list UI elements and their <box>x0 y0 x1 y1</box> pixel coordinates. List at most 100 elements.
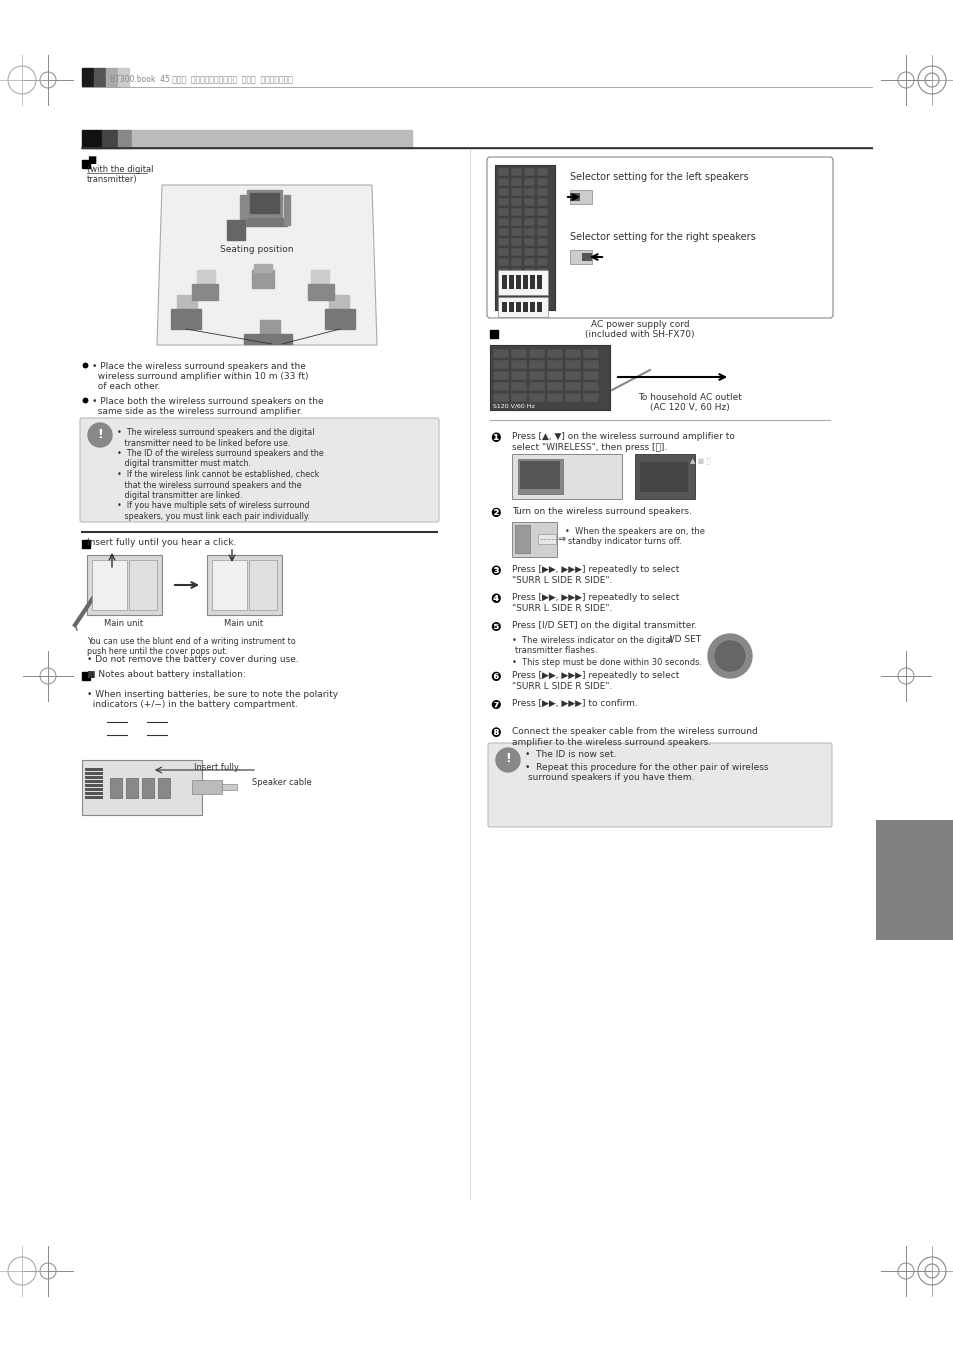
FancyBboxPatch shape <box>80 417 438 521</box>
Bar <box>284 195 290 226</box>
Bar <box>227 220 245 240</box>
Text: BT300.book  45 ページ  ２００９年３月１２日  木曜日  午後６時３４分: BT300.book 45 ページ ２００９年３月１２日 木曜日 午後６時３４分 <box>110 74 293 84</box>
Text: Press [▲, ▼] on the wireless surround amplifier to: Press [▲, ▼] on the wireless surround am… <box>512 432 734 440</box>
Text: S120 V/60 Hz: S120 V/60 Hz <box>493 403 535 408</box>
Bar <box>495 165 555 309</box>
Text: •  The ID is now set.: • The ID is now set. <box>524 750 616 759</box>
Bar <box>497 188 509 196</box>
Bar <box>325 309 355 330</box>
Bar <box>537 218 547 226</box>
Bar <box>497 258 509 266</box>
Bar <box>308 284 334 300</box>
Bar <box>517 459 562 494</box>
Polygon shape <box>157 185 376 345</box>
Bar <box>537 249 547 255</box>
Bar <box>85 784 103 788</box>
Bar <box>523 208 535 216</box>
Bar <box>497 238 509 246</box>
Bar <box>564 349 580 358</box>
Text: Selector setting for the left speakers: Selector setting for the left speakers <box>569 172 748 182</box>
Text: of each other.: of each other. <box>91 382 160 390</box>
Text: Main unit: Main unit <box>104 619 143 628</box>
Bar <box>569 190 592 204</box>
Text: wireless surround amplifier within 10 m (33 ft): wireless surround amplifier within 10 m … <box>91 372 308 381</box>
Bar <box>82 159 90 168</box>
Text: • Place both the wireless surround speakers on the: • Place both the wireless surround speak… <box>91 397 323 407</box>
Bar <box>537 188 547 196</box>
Text: Speaker cable: Speaker cable <box>252 778 312 788</box>
Text: Connect the speaker cable from the wireless surround: Connect the speaker cable from the wirel… <box>512 727 757 736</box>
Bar <box>497 278 509 286</box>
Text: •  When the speakers are on, the: • When the speakers are on, the <box>564 527 704 536</box>
Bar <box>102 130 118 149</box>
Bar <box>85 792 103 794</box>
Text: digital transmitter are linked.: digital transmitter are linked. <box>117 490 242 500</box>
Bar <box>493 359 509 369</box>
Bar <box>511 238 521 246</box>
Bar <box>564 393 580 403</box>
Bar <box>582 393 598 403</box>
Text: ❼: ❼ <box>490 698 500 712</box>
Bar <box>511 359 526 369</box>
Bar <box>537 534 556 544</box>
Bar <box>546 393 562 403</box>
Text: same side as the wireless surround amplifier.: same side as the wireless surround ampli… <box>91 407 302 416</box>
Text: ❹: ❹ <box>490 593 500 607</box>
Text: Seating position: Seating position <box>220 245 294 254</box>
Bar <box>529 382 544 390</box>
Text: Press [▶▶, ▶▶▶] repeatedly to select: Press [▶▶, ▶▶▶] repeatedly to select <box>512 671 679 680</box>
Bar <box>523 258 535 266</box>
Bar <box>569 250 592 263</box>
Text: Press [I/D SET] on the digital transmitter.: Press [I/D SET] on the digital transmitt… <box>512 621 697 630</box>
Bar <box>537 258 547 266</box>
Bar <box>253 263 272 272</box>
Text: "SURR L SIDE R SIDE".: "SURR L SIDE R SIDE". <box>512 576 612 585</box>
Bar <box>497 208 509 216</box>
Bar <box>497 249 509 255</box>
Bar <box>875 820 953 940</box>
Bar <box>118 130 132 149</box>
Text: surround speakers if you have them.: surround speakers if you have them. <box>527 773 694 782</box>
Bar <box>511 393 526 403</box>
Bar <box>522 276 527 289</box>
Bar <box>497 218 509 226</box>
Text: indicators (+/−) in the battery compartment.: indicators (+/−) in the battery compartm… <box>87 700 297 709</box>
Bar <box>581 253 592 261</box>
Bar <box>126 778 138 798</box>
Bar <box>490 330 497 338</box>
Text: Insert fully until you hear a click.: Insert fully until you hear a click. <box>88 538 236 547</box>
Bar <box>639 462 687 492</box>
Bar <box>85 771 103 775</box>
Bar <box>511 278 521 286</box>
Bar <box>537 178 547 186</box>
Text: (with the digital: (with the digital <box>87 165 153 174</box>
Text: ⇒: ⇒ <box>557 534 564 544</box>
Circle shape <box>88 423 112 447</box>
Text: •  Repeat this procedure for the other pair of wireless: • Repeat this procedure for the other pa… <box>524 763 768 771</box>
Bar <box>530 303 535 312</box>
Text: !: ! <box>504 753 511 766</box>
Bar <box>240 195 246 226</box>
Bar <box>511 267 521 276</box>
Text: •  The wireless surround speakers and the digital: • The wireless surround speakers and the… <box>117 428 314 436</box>
Bar <box>512 454 621 499</box>
Text: ■: ■ <box>87 155 96 165</box>
Bar <box>511 188 521 196</box>
Text: select "WIRELESS", then press [⏽].: select "WIRELESS", then press [⏽]. <box>512 443 666 453</box>
Text: You can use the blunt end of a writing instrument to
push here until the cover p: You can use the blunt end of a writing i… <box>87 638 295 657</box>
Bar <box>490 345 609 409</box>
Bar <box>523 218 535 226</box>
Bar <box>511 199 521 205</box>
Bar <box>512 521 557 557</box>
Bar <box>118 68 129 86</box>
Bar <box>252 270 274 288</box>
Text: •  If you have multiple sets of wireless surround: • If you have multiple sets of wireless … <box>117 501 309 511</box>
Bar <box>529 393 544 403</box>
Text: ❷: ❷ <box>490 507 500 520</box>
Bar <box>516 303 520 312</box>
Bar <box>546 382 562 390</box>
Bar <box>497 178 509 186</box>
Bar <box>511 208 521 216</box>
Text: Press [▶▶, ▶▶▶] repeatedly to select: Press [▶▶, ▶▶▶] repeatedly to select <box>512 593 679 603</box>
Bar <box>110 778 122 798</box>
